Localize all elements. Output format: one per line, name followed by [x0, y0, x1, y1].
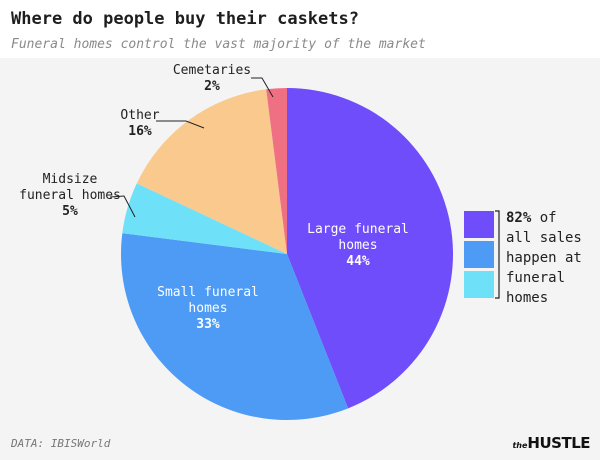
note-line: all sales — [506, 230, 582, 246]
data-source: DATA: IBISWorld — [11, 437, 111, 450]
name-line-small-funeral-homes: Small funeral — [157, 285, 259, 300]
chart-title: Where do people buy their caskets? — [11, 9, 359, 29]
pct-large-funeral-homes: 44% — [346, 254, 370, 269]
slice-midsize-funeral-homes — [122, 183, 287, 254]
name-line-small-funeral-homes: homes — [188, 301, 227, 316]
leader-lines — [109, 77, 274, 218]
note-line: happen at — [506, 250, 582, 266]
note-first-line: 82% of — [506, 210, 557, 226]
note-swatch-3 — [464, 271, 494, 298]
name-line-cemetaries: Cemetaries — [173, 63, 251, 78]
pct-cemetaries: 2% — [204, 79, 220, 94]
note-swatch-1 — [464, 211, 494, 238]
note-line: homes — [506, 290, 548, 306]
name-line-large-funeral-homes: homes — [338, 238, 377, 253]
leader-other — [156, 120, 205, 129]
note-bracket — [495, 210, 500, 299]
pct-midsize-funeral-homes: 5% — [62, 204, 78, 219]
note-swatch-2 — [464, 241, 494, 268]
brand-small: the — [512, 441, 528, 450]
label-other: Other 16% — [120, 108, 159, 139]
name-line-other: Other — [120, 108, 159, 123]
chart-header: Where do people buy their caskets? Funer… — [0, 0, 600, 58]
name-line-midsize-funeral-homes: funeral homes — [19, 188, 121, 203]
label-midsize-funeral-homes: Midsize funeral homes 5% — [19, 172, 121, 219]
slice-large-funeral-homes — [287, 88, 453, 409]
slice-labels: Large funeral homes 44%Small funeral homes 3… — [19, 63, 409, 332]
pct-small-funeral-homes: 33% — [196, 317, 220, 332]
slice-other — [136, 89, 287, 254]
note-first-line-rest: of — [531, 210, 556, 226]
funeral-home-share-note: 82% of all sales happen at funeral homes — [464, 210, 582, 306]
chart-subtitle: Funeral homes control the vast majority … — [11, 37, 426, 52]
pie-slices — [120, 88, 453, 420]
note-highlight: 82% — [506, 210, 532, 226]
slice-cemetaries — [266, 88, 287, 254]
name-line-midsize-funeral-homes: Midsize — [43, 172, 98, 187]
brand-logo: theHUSTLE — [512, 433, 590, 452]
label-small-funeral-homes: Small funeral homes 33% — [157, 285, 259, 332]
label-cemetaries: Cemetaries 2% — [173, 63, 251, 94]
name-line-large-funeral-homes: Large funeral — [307, 222, 409, 237]
pct-other: 16% — [128, 124, 152, 139]
label-large-funeral-homes: Large funeral homes 44% — [307, 222, 409, 269]
leader-cemetaries — [251, 77, 274, 98]
leader-midsize-funeral-homes — [109, 195, 136, 218]
note-line: funeral — [506, 270, 565, 286]
brand-big: HUSTLE — [527, 434, 590, 452]
slice-small-funeral-homes — [120, 233, 349, 420]
